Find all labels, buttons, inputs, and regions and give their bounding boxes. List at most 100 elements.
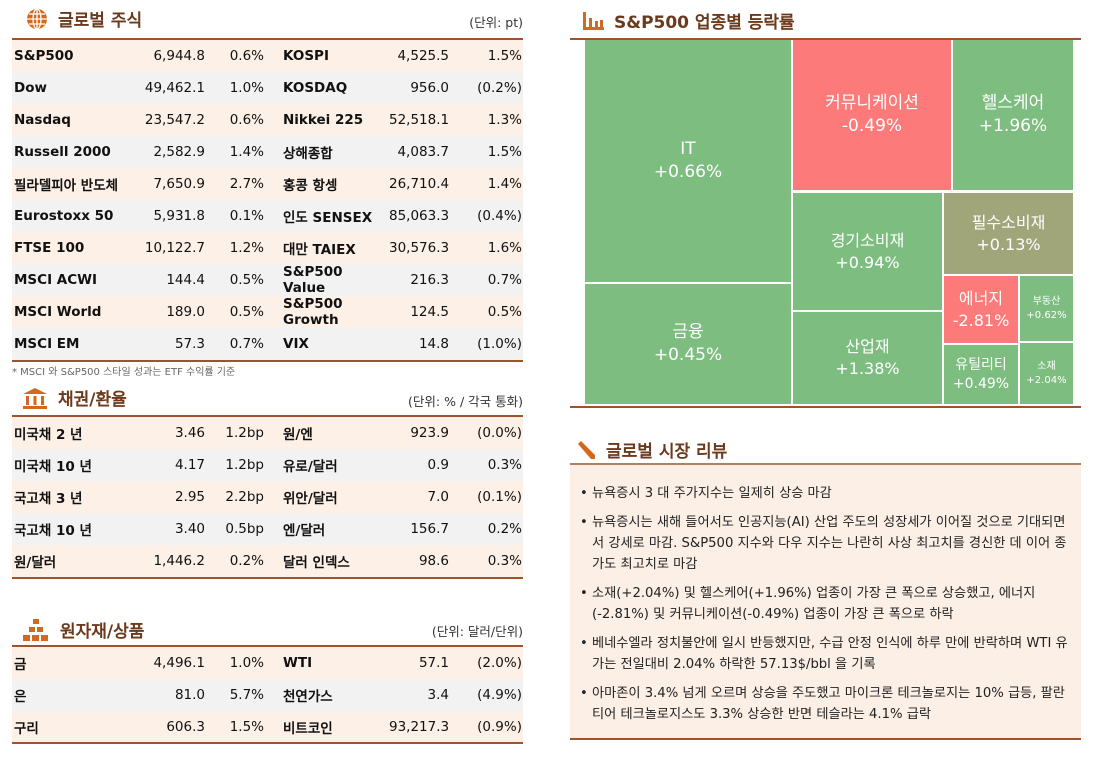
bonds-title: 채권/환율 (58, 390, 127, 410)
value-cell: 85,063.3 (389, 208, 450, 224)
bonds-table: 미국채 2 년 3.46 1.2bp 원/엔 923.9 (0.0%) 미국채 10 년 4.… (12, 417, 523, 577)
review-title: 글로벌 시장 리뷰 (606, 442, 728, 462)
treemap-cell: 소재 +2.04% (1020, 343, 1073, 404)
value-cell: 4.17 (174, 457, 205, 473)
name-cell: 홍콩 항셍 (283, 178, 338, 194)
treemap-cell: 부동산 +0.62% (1020, 276, 1073, 341)
treemap-cell: 커뮤니케이션 -0.49% (793, 40, 951, 190)
name-cell: S&P500 Growth (283, 296, 343, 328)
value-cell: 30,576.3 (389, 240, 450, 256)
change-cell: (1.0%) (477, 336, 522, 352)
bank-icon (23, 387, 47, 409)
sector-change: +0.62% (1026, 309, 1067, 321)
sector-change: +0.13% (976, 234, 1041, 254)
value-cell: 2,582.9 (153, 144, 205, 160)
value-cell: 5,931.8 (153, 208, 205, 224)
name-cell: 유로/달러 (283, 459, 338, 475)
value-cell: 6,944.8 (153, 48, 205, 64)
review-text: 소재(+2.04%) 및 헬스케어(+1.96%) 업종이 가장 큰 폭으로 상… (592, 586, 1036, 622)
sector-name: 커뮤니케이션 (825, 93, 919, 114)
name-cell: 미국채 2 년 (14, 427, 83, 443)
sector-change: +0.94% (835, 252, 900, 272)
change-cell: 0.6% (229, 48, 264, 64)
name-cell: 천연가스 (283, 689, 333, 705)
name-cell: KOSDAQ (283, 80, 348, 96)
change-cell: 0.2% (229, 553, 264, 569)
sector-change: +0.45% (653, 345, 723, 365)
stocks-note: * MSCI 와 S&P500 스타일 성과는 ETF 수익률 기준 (12, 367, 236, 378)
change-cell: 1.5% (487, 48, 522, 64)
sector-change: +1.96% (978, 116, 1048, 136)
name-cell: 구리 (14, 721, 39, 737)
value-cell: 144.4 (166, 272, 205, 288)
value-cell: 606.3 (166, 719, 205, 735)
name-cell: MSCI World (14, 304, 102, 320)
change-cell: (0.0%) (477, 425, 522, 441)
treemap-cell: 에너지 -2.81% (944, 276, 1018, 343)
treemap-section-title: S&P500 업종별 등락률 (582, 8, 795, 33)
review-section-title: 글로벌 시장 리뷰 (576, 437, 727, 462)
value-cell: 156.7 (410, 521, 449, 537)
change-cell: 1.5% (487, 144, 522, 160)
treemap-cell: IT +0.66% (585, 40, 791, 282)
change-cell: (0.1%) (477, 489, 522, 505)
change-cell: (0.2%) (477, 80, 522, 96)
change-cell: 1.2% (229, 240, 264, 256)
value-cell: 98.6 (418, 553, 449, 569)
change-cell: (4.9%) (477, 687, 522, 703)
sector-name: 금융 (672, 322, 704, 343)
value-cell: 956.0 (410, 80, 449, 96)
name-cell: Russell 2000 (14, 144, 111, 160)
change-cell: 2.7% (229, 176, 264, 192)
table-row: Nasdaq 23,547.2 0.6% Nikkei 225 52,518.1 1.3% (12, 104, 523, 136)
change-cell: 1.5% (229, 719, 264, 735)
sector-change: +1.38% (835, 359, 900, 378)
review-text: 아마존이 3.4% 넘게 오르며 상승을 주도했고 마이크론 테크놀로지는 10… (592, 686, 1065, 722)
review-text: 뉴욕증시 3 대 주가지수는 일제히 상승 마감 (592, 486, 832, 501)
name-cell: 원/엔 (283, 427, 313, 443)
table-row: 미국채 2 년 3.46 1.2bp 원/엔 923.9 (0.0%) (12, 417, 523, 449)
value-cell: 1,446.2 (153, 553, 205, 569)
treemap-cell: 금융 +0.45% (585, 284, 791, 404)
value-cell: 4,083.7 (397, 144, 449, 160)
sector-change: +0.66% (653, 162, 723, 182)
value-cell: 2.95 (174, 489, 205, 505)
table-row: 은 81.0 5.7% 천연가스 3.4 (4.9%) (12, 679, 523, 711)
gold-bars-icon (23, 618, 48, 641)
table-row: 필라델피아 반도체 7,650.9 2.7% 홍콩 항셍 26,710.4 1.4% (12, 168, 523, 200)
table-row: MSCI World 189.0 0.5% S&P500 Growth 124.5 0.5… (12, 296, 523, 328)
name-cell: 위안/달러 (283, 491, 338, 507)
change-cell: 1.2bp (225, 457, 264, 473)
value-cell: 23,547.2 (144, 112, 205, 128)
sector-name: 산업재 (845, 337, 890, 357)
change-cell: 0.7% (487, 272, 522, 288)
sector-name: 경기소비재 (830, 230, 905, 250)
review-item: • 소재(+2.04%) 및 헬스케어(+1.96%) 업종이 가장 큰 폭으로 … (580, 583, 1071, 625)
table-row: 구리 606.3 1.5% 비트코인 93,217.3 (0.9%) (12, 711, 523, 743)
value-cell: 7.0 (427, 489, 449, 505)
change-cell: 1.2bp (225, 425, 264, 441)
name-cell: 대만 TAIEX (283, 242, 356, 258)
sector-name: 에너지 (958, 288, 1004, 308)
name-cell: Nasdaq (14, 112, 71, 128)
treemap-cell: 경기소비재 +0.94% (793, 193, 942, 310)
treemap-cell: 필수소비재 +0.13% (944, 193, 1073, 274)
value-cell: 57.3 (174, 336, 205, 352)
sector-name: 부동산 (1032, 296, 1061, 307)
name-cell: 금 (14, 657, 27, 673)
change-cell: (2.0%) (477, 655, 522, 671)
stocks-table: S&P500 6,944.8 0.6% KOSPI 4,525.5 1.5% Dow 49,4… (12, 40, 523, 360)
name-cell: 인도 SENSEX (283, 210, 373, 226)
change-cell: 0.1% (229, 208, 264, 224)
change-cell: 1.0% (229, 80, 264, 96)
treemap-cell: 유틸리티 +0.49% (944, 345, 1018, 404)
sector-name: 필수소비재 (971, 212, 1046, 232)
value-cell: 4,496.1 (153, 655, 205, 671)
bonds-unit: (단위: % / 각국 통화) (408, 394, 523, 409)
change-cell: 1.3% (487, 112, 522, 128)
name-cell: Nikkei 225 (283, 112, 364, 128)
stocks-title: 글로벌 주식 (58, 11, 143, 31)
change-cell: 0.2% (487, 521, 522, 537)
value-cell: 93,217.3 (389, 719, 450, 735)
table-row: MSCI EM 57.3 0.7% VIX 14.8 (1.0%) (12, 328, 523, 360)
